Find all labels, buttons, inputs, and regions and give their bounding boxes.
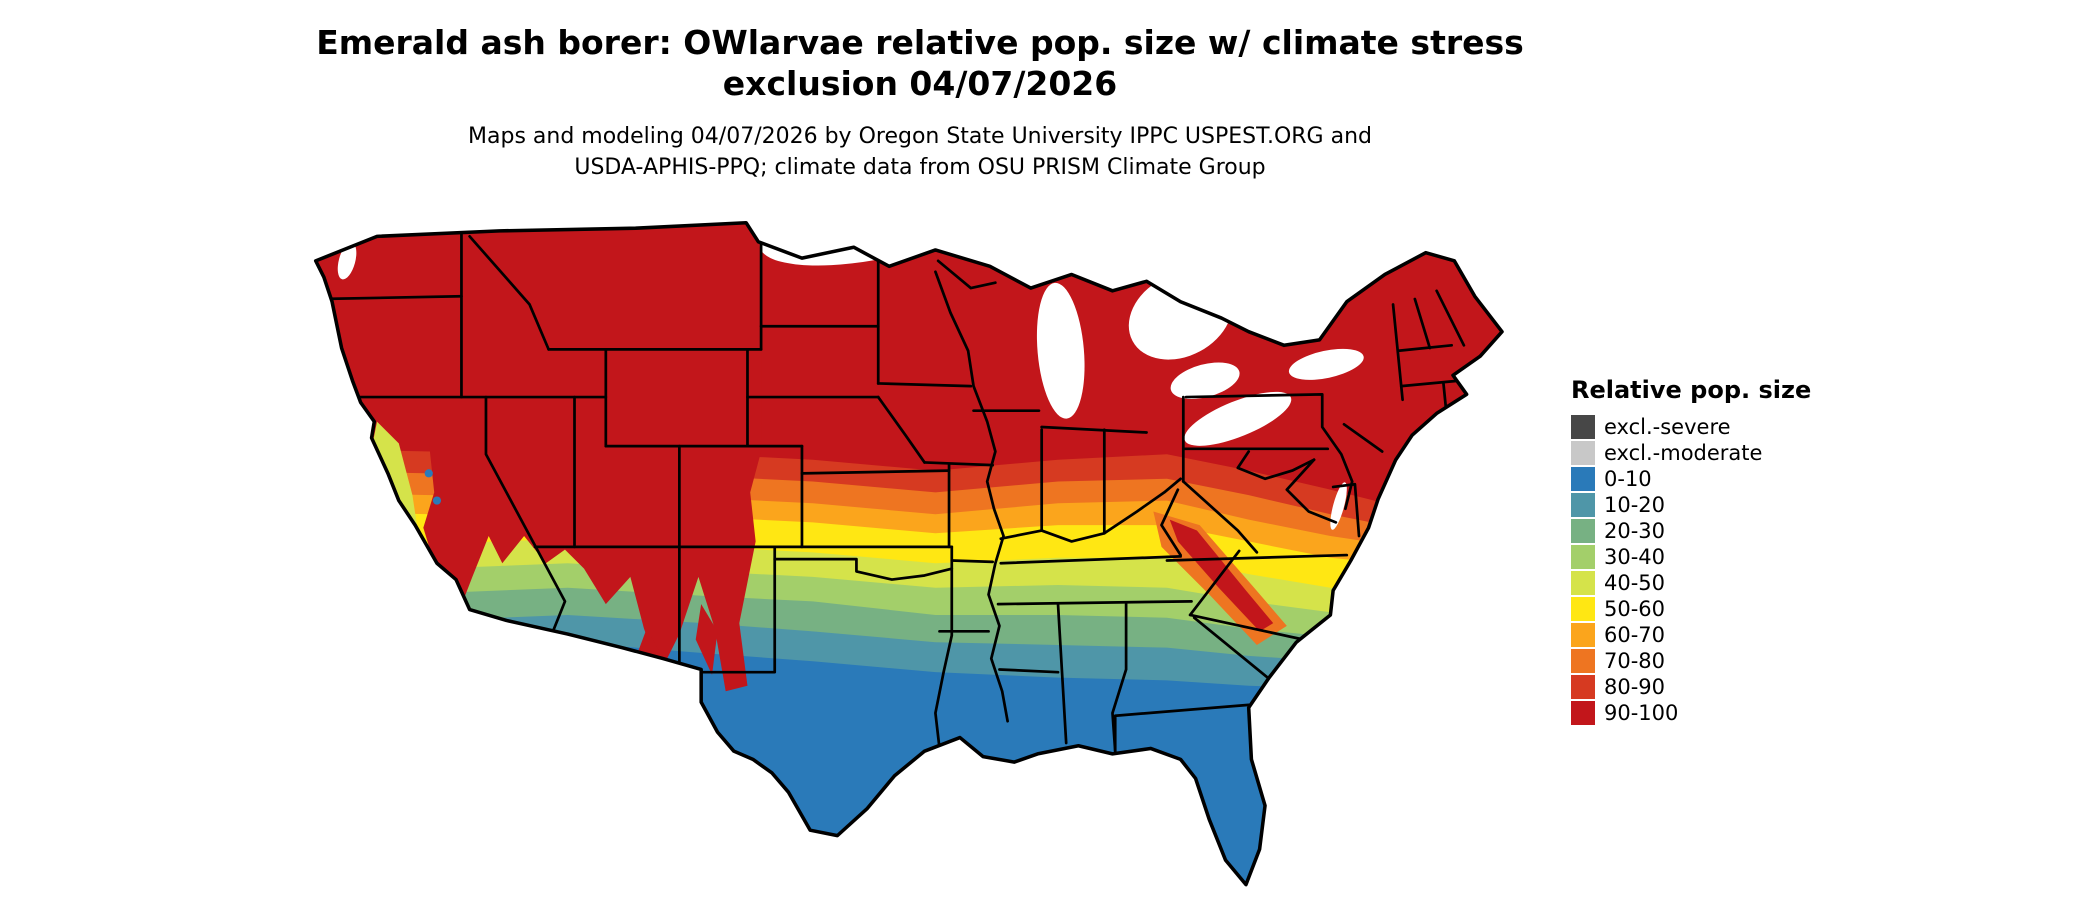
us-map	[313, 220, 1504, 887]
legend: Relative pop. size excl.-severe excl.-mod…	[1571, 376, 1901, 726]
legend-swatch	[1571, 571, 1595, 595]
legend-item: excl.-severe	[1571, 414, 1901, 440]
legend-items: excl.-severe excl.-moderate 0-10 10-20 20-30…	[1571, 414, 1901, 726]
subtitle-line2: USDA-APHIS-PPQ; climate data from OSU PR…	[574, 154, 1266, 180]
legend-swatch	[1571, 675, 1595, 699]
patch-socal-blue	[412, 590, 470, 629]
header: Emerald ash borer: OWlarvae relative pop…	[0, 22, 1840, 183]
legend-label: 30-40	[1604, 545, 1666, 569]
legend-item: 40-50	[1571, 570, 1901, 596]
subtitle-line1: Maps and modeling 04/07/2026 by Oregon S…	[468, 123, 1372, 149]
page-title-line2: exclusion 04/07/2026	[722, 64, 1118, 104]
legend-label: 40-50	[1604, 571, 1666, 595]
legend-swatch	[1571, 597, 1595, 621]
lake-stclair-ontario-land	[1170, 362, 1240, 399]
legend-item: 50-60	[1571, 596, 1901, 622]
patch-western-red	[315, 222, 762, 692]
legend-swatch	[1571, 649, 1595, 673]
legend-item: 0-10	[1571, 466, 1901, 492]
chesapeake-bay	[1330, 482, 1347, 530]
legend-item: 10-20	[1571, 492, 1901, 518]
legend-item: 20-30	[1571, 518, 1901, 544]
legend-swatch	[1571, 545, 1595, 569]
page-title-line1: Emerald ash borer: OWlarvae relative pop…	[316, 23, 1524, 62]
legend-item: 90-100	[1571, 700, 1901, 726]
legend-label: 20-30	[1604, 519, 1666, 543]
lake-ontario	[1288, 348, 1364, 380]
legend-swatch	[1571, 701, 1595, 725]
legend-title: Relative pop. size	[1571, 376, 1812, 404]
legend-label: excl.-moderate	[1604, 441, 1763, 465]
us-outline	[313, 220, 1504, 887]
legend-label: 50-60	[1604, 597, 1666, 621]
us-map-container	[295, 220, 1535, 901]
legend-label: 10-20	[1604, 493, 1666, 517]
legend-item: 80-90	[1571, 674, 1901, 700]
legend-label: 80-90	[1604, 675, 1666, 699]
legend-label: 0-10	[1604, 467, 1652, 491]
legend-item: 70-80	[1571, 648, 1901, 674]
legend-label: 70-80	[1604, 649, 1666, 673]
patch-sierra-blue-dot	[424, 469, 433, 478]
band-0-10	[315, 642, 1503, 885]
legend-swatch	[1571, 493, 1595, 517]
legend-item: excl.-moderate	[1571, 440, 1901, 466]
subtitle: Maps and modeling 04/07/2026 by Oregon S…	[0, 121, 1840, 183]
patch-sierra-blue-dot	[432, 496, 442, 505]
legend-label: 90-100	[1604, 701, 1679, 725]
legend-swatch	[1571, 467, 1595, 491]
lake-erie	[1184, 391, 1292, 446]
legend-label: excl.-severe	[1604, 415, 1731, 439]
lake-michigan	[1036, 282, 1085, 419]
patch-nm-red-streak	[695, 604, 718, 675]
legend-swatch	[1571, 623, 1595, 647]
legend-item: 60-70	[1571, 622, 1901, 648]
legend-swatch	[1571, 519, 1595, 543]
state-borders	[318, 229, 1466, 756]
legend-swatch	[1571, 441, 1595, 465]
legend-swatch	[1571, 415, 1595, 439]
legend-item: 30-40	[1571, 544, 1901, 570]
legend-label: 60-70	[1604, 623, 1666, 647]
